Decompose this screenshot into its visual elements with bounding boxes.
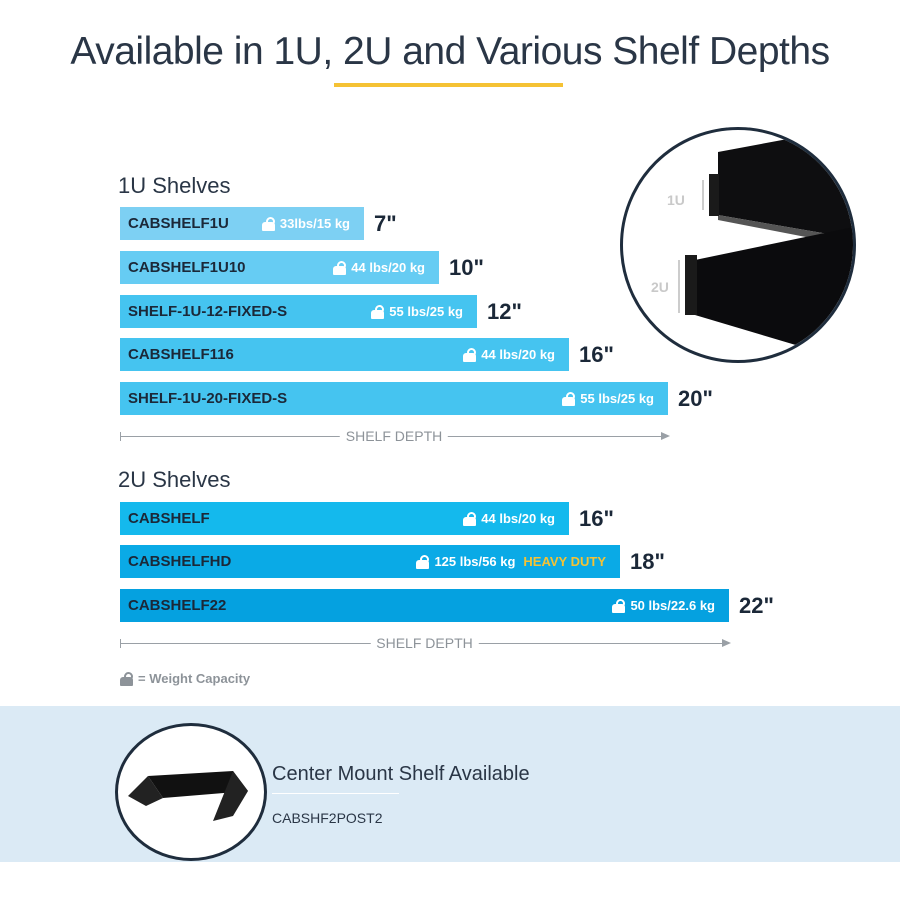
shelf-bar: CABSHELF1U10 44 lbs/20 kg 10" <box>120 251 484 284</box>
capacity: 55 lbs/25 kg <box>562 391 654 406</box>
capacity-value: 55 lbs/25 kg <box>580 391 654 406</box>
model-name: CABSHELF <box>128 510 210 527</box>
center-mount-illustration <box>115 723 267 861</box>
capacity: 55 lbs/25 kg <box>371 304 463 319</box>
center-mount-model: CABSHF2POST2 <box>272 810 383 826</box>
depth-label: 12" <box>487 298 522 324</box>
model-name: SHELF-1U-20-FIXED-S <box>128 390 288 407</box>
model-name: SHELF-1U-12-FIXED-S <box>128 303 288 320</box>
label-2u: 2U <box>651 279 669 295</box>
section-heading-2u: 2U Shelves <box>118 467 231 492</box>
shelf-bar: SHELF-1U-12-FIXED-S 55 lbs/25 kg 12" <box>120 295 522 328</box>
weight-icon <box>463 347 477 362</box>
depth-label: 20" <box>678 385 713 411</box>
shelf-bar: CABSHELF116 44 lbs/20 kg 16" <box>120 338 614 371</box>
center-mount-title: Center Mount Shelf Available <box>272 763 530 785</box>
weight-icon <box>120 671 133 686</box>
capacity-value: 44 lbs/20 kg <box>481 347 555 362</box>
model-name: CABSHELFHD <box>128 553 232 570</box>
shelf-bar: CABSHELF 44 lbs/20 kg 16" <box>120 502 614 535</box>
weight-icon <box>463 511 477 526</box>
model-name: CABSHELF116 <box>128 346 234 363</box>
depth-label: 10" <box>449 254 484 280</box>
capacity: 50 lbs/22.6 kg <box>612 598 715 613</box>
shelf-bar: CABSHELFHD 125 lbs/56 kg HEAVY DUTY 18" <box>120 545 665 578</box>
weight-icon <box>371 304 385 319</box>
capacity: 44 lbs/20 kg <box>333 260 425 275</box>
axis-label: SHELF DEPTH <box>370 635 479 651</box>
capacity-value: 50 lbs/22.6 kg <box>630 598 715 613</box>
legend-label: = Weight Capacity <box>138 671 251 686</box>
legend: = Weight Capacity <box>120 671 250 686</box>
shelf-depth-axis-2u: SHELF DEPTH <box>120 635 731 651</box>
heavy-duty-badge: HEAVY DUTY <box>523 554 606 569</box>
depth-label: 18" <box>630 548 665 574</box>
weight-icon <box>333 260 347 275</box>
shelf-depth-axis-1u: SHELF DEPTH <box>120 428 670 444</box>
shelf-bar: SHELF-1U-20-FIXED-S 55 lbs/25 kg 20" <box>120 382 713 415</box>
weight-icon <box>416 554 430 569</box>
model-name: CABSHELF1U10 <box>128 259 246 276</box>
capacity-value: 55 lbs/25 kg <box>389 304 463 319</box>
weight-icon <box>562 391 576 406</box>
weight-icon <box>612 598 626 613</box>
title-underline <box>334 83 563 87</box>
shelf-bar: CABSHELF22 50 lbs/22.6 kg 22" <box>120 589 774 622</box>
depth-label: 7" <box>374 210 397 236</box>
depth-label: 16" <box>579 505 614 531</box>
capacity: 44 lbs/20 kg <box>463 511 555 526</box>
capacity: 125 lbs/56 kg HEAVY DUTY <box>416 554 606 569</box>
section-heading-1u: 1U Shelves <box>118 173 231 198</box>
model-name: CABSHELF22 <box>128 597 227 614</box>
capacity-value: 125 lbs/56 kg <box>434 554 516 569</box>
depth-label: 22" <box>739 592 774 618</box>
weight-icon <box>261 216 275 231</box>
label-1u: 1U <box>667 192 685 208</box>
model-name: CABSHELF1U <box>128 215 229 232</box>
axis-label: SHELF DEPTH <box>339 428 449 444</box>
capacity-value: 44 lbs/20 kg <box>481 511 555 526</box>
shelf-bar: CABSHELF1U 33lbs/15 kg 7" <box>120 207 397 240</box>
page-title: Available in 1U, 2U and Various Shelf De… <box>70 30 830 73</box>
divider <box>272 793 399 794</box>
arrow-icon <box>661 432 670 440</box>
shelf-illustration: 1U 2U <box>620 127 856 363</box>
capacity-value: 33lbs/15 kg <box>279 216 350 231</box>
capacity: 33lbs/15 kg <box>261 216 350 231</box>
depth-label: 16" <box>579 341 614 367</box>
capacity: 44 lbs/20 kg <box>463 347 555 362</box>
arrow-icon <box>722 639 731 647</box>
capacity-value: 44 lbs/20 kg <box>351 260 425 275</box>
